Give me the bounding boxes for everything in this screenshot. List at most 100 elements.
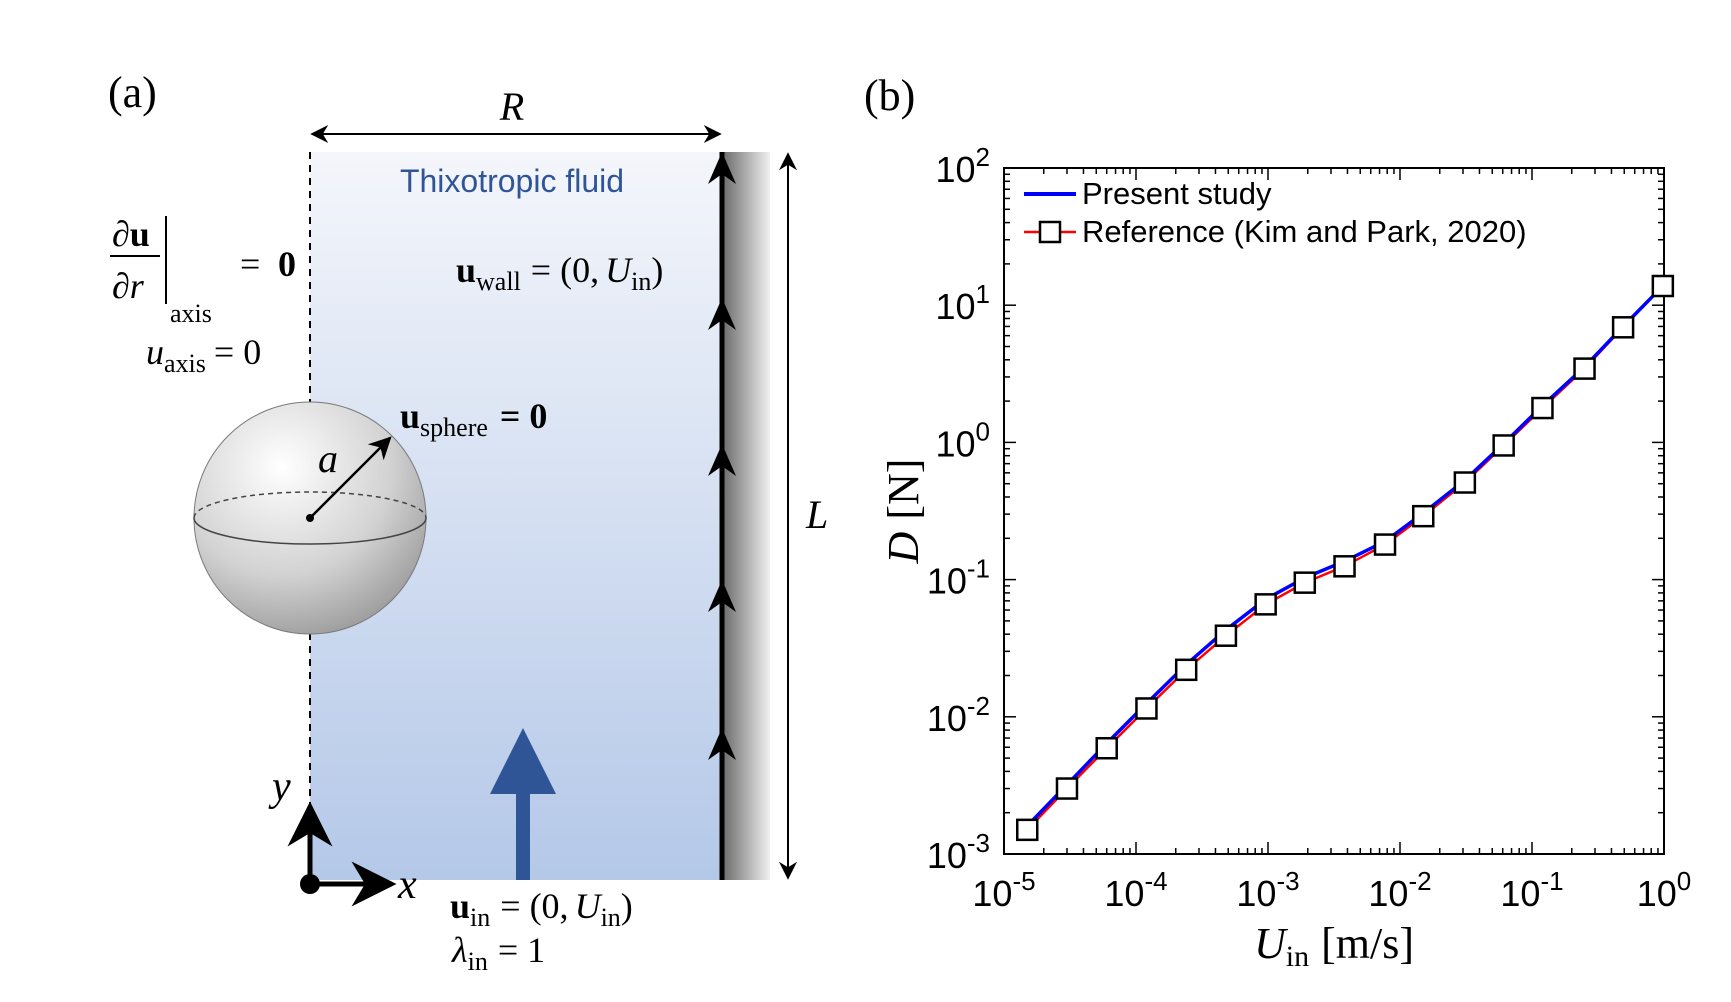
equals-sign: = — [240, 244, 260, 284]
wall-arrowhead — [708, 152, 736, 184]
tick-base: 10 — [927, 835, 967, 876]
tick-exponent: -4 — [1144, 866, 1167, 896]
x-tick-label: 10-1 — [1500, 866, 1563, 914]
x-tick-label: 10-4 — [1104, 866, 1167, 914]
legend-entry-label: Present study — [1082, 176, 1272, 211]
wall-arrowhead — [708, 298, 736, 330]
radius-label: a — [318, 436, 338, 481]
wall-arrowhead — [708, 580, 736, 612]
zero-vector: 0 — [278, 244, 296, 284]
y-tick-label: 102 — [935, 142, 990, 190]
y-axis-label-main: D — [879, 531, 928, 564]
data-point-marker — [1254, 593, 1277, 616]
partial-symbol: ∂ — [112, 214, 130, 254]
data-point-marker — [1015, 818, 1039, 842]
panel-b-label: (b) — [864, 71, 915, 120]
y-tick-label: 10-1 — [927, 554, 990, 602]
y-axis-label: y — [268, 764, 291, 810]
wall-rhs-open: = (0, — [531, 250, 599, 290]
panel-a-label: (a) — [108, 68, 157, 117]
inlet-arrow-shaft — [516, 790, 530, 880]
legend-entry-label: Reference (Kim and Park, 2020) — [1082, 214, 1527, 249]
tick-base: 10 — [972, 873, 1012, 914]
tick-base: 10 — [1368, 873, 1408, 914]
x-tick-label: 10-2 — [1368, 866, 1431, 914]
tick-exponent: -2 — [967, 691, 990, 721]
legend-marker — [1038, 220, 1062, 244]
u-symbol: u — [456, 250, 476, 290]
inlet-U-sub: in — [601, 903, 621, 932]
inlet-lambda-condition: λin = 1 — [451, 930, 545, 976]
tick-exponent: -5 — [1012, 866, 1035, 896]
wall-arrowhead — [708, 728, 736, 760]
axis-gradient-condition: ∂u ∂r axis = 0 — [110, 214, 296, 328]
denominator: ∂r — [112, 266, 145, 306]
sphere-equator-front — [193, 517, 427, 545]
tick-base: 10 — [935, 286, 975, 327]
tick-exponent: -2 — [1408, 866, 1431, 896]
x-axis-label-unit: [m/s] — [1321, 919, 1414, 968]
data-point-marker — [1174, 658, 1198, 682]
y-tick-label: 101 — [935, 279, 990, 327]
axis-velocity-condition: uaxis = 0 — [146, 332, 261, 378]
data-point-marker — [1573, 357, 1596, 380]
x-tick-label: 10-3 — [1236, 866, 1299, 914]
inlet-arrow-head — [490, 728, 556, 794]
inlet-U: U — [575, 886, 603, 926]
data-point-marker — [1333, 555, 1356, 578]
wall-sub: wall — [476, 267, 521, 296]
tick-base: 10 — [1500, 873, 1540, 914]
tick-base: 10 — [1104, 873, 1144, 914]
coordinate-axes: y x — [268, 764, 417, 908]
radius-arrow — [309, 436, 392, 519]
tick-base: 10 — [935, 149, 975, 190]
wall-condition: uwall = (0, Uin) — [456, 250, 663, 296]
lambda-sub: in — [468, 947, 488, 976]
wall-rhs-close: ) — [651, 250, 663, 290]
u-symbol: u — [146, 332, 164, 372]
wall-U: U — [605, 250, 633, 290]
x-axis-label: x — [397, 862, 417, 908]
axis-subscript: axis — [170, 299, 212, 328]
inlet-rhs-open: = (0, — [500, 886, 568, 926]
moving-wall — [722, 152, 770, 880]
wall-arrowhead — [708, 444, 736, 476]
y-axis-label-unit: [N] — [879, 459, 928, 520]
inlet-flow-arrow — [490, 728, 556, 880]
drag-chart: 10-5 10-4 10-3 10-2 10-1 10010-310-210-110010… — [879, 142, 1691, 973]
data-point-marker — [1492, 434, 1515, 457]
tick-exponent: -3 — [967, 828, 990, 858]
lambda-rhs: = 1 — [498, 930, 545, 970]
data-point-marker — [1411, 504, 1435, 528]
x-tick-label: 10-5 — [972, 866, 1035, 914]
dimension-r-label: R — [499, 84, 524, 129]
panel-b: (b) 10-5 10-4 10-3 10-2 10-1 10010-310-210-11… — [864, 71, 1691, 973]
sphere-rhs: = 0 — [500, 396, 548, 436]
lambda-symbol: λ — [451, 930, 468, 970]
data-point-marker — [1453, 471, 1477, 494]
axis-sub: axis — [164, 349, 206, 378]
y-tick-label: 10-2 — [927, 691, 990, 739]
y-tick-label: 100 — [935, 416, 990, 464]
inlet-sub: in — [470, 903, 490, 932]
fluid-label: Thixotropic fluid — [400, 163, 624, 199]
sphere-equator-back — [193, 491, 427, 519]
tick-exponent: -1 — [1540, 866, 1563, 896]
dimension-l-label: L — [805, 492, 828, 537]
sphere-sub: sphere — [420, 413, 488, 442]
inlet-velocity-condition: uin = (0, Uin) — [450, 886, 633, 932]
wall-velocity-arrowheads — [708, 152, 736, 760]
data-point-marker — [1055, 777, 1079, 800]
data-point-marker — [1293, 571, 1317, 594]
tick-base: 10 — [927, 561, 967, 602]
data-point-marker — [1531, 396, 1554, 420]
y-axis-label: D [N] — [879, 459, 928, 565]
data-point-marker — [1651, 274, 1675, 298]
u-symbol: u — [450, 886, 470, 926]
tick-exponent: 1 — [976, 279, 990, 309]
y-tick-label: 10-3 — [927, 828, 990, 876]
sphere: a — [193, 401, 427, 635]
tick-exponent: 0 — [976, 416, 990, 446]
